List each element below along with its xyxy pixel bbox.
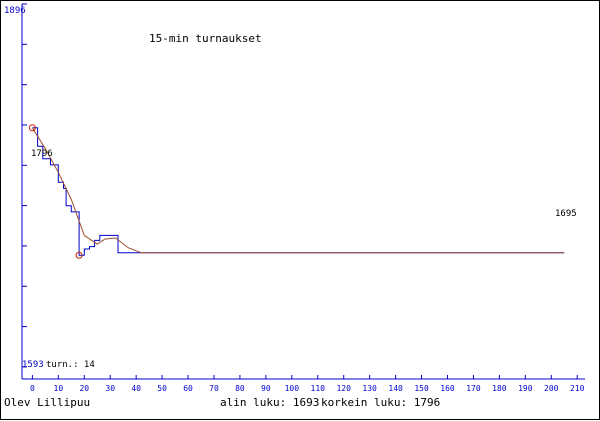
x-tick-label: 140 (388, 384, 403, 393)
x-tick-label: 50 (157, 384, 167, 393)
series-layer (31, 127, 565, 256)
x-tick-label: 120 (336, 384, 351, 393)
y-max-label: 1896 (4, 6, 26, 16)
x-tick-label: 0 (30, 384, 35, 393)
x-tick-label: 210 (570, 384, 585, 393)
end-value-label: 1695 (555, 209, 577, 219)
x-tick-label: 110 (311, 384, 326, 393)
player-name: Olev Lillipuu (4, 396, 90, 409)
x-tick-label: 160 (440, 384, 455, 393)
x-tick-label: 130 (362, 384, 377, 393)
x-tick-label: 20 (79, 384, 89, 393)
data-point-marker (28, 124, 36, 132)
x-tick-label: 80 (235, 384, 245, 393)
x-axis: 0 10 20 30 40 50 60 70 80 90 100 110 120 130 140 150 160… (22, 375, 585, 393)
x-tick-label: 30 (105, 384, 115, 393)
data-point-marker (75, 251, 83, 259)
x-tick-label: 150 (414, 384, 429, 393)
x-tick-label: 70 (209, 384, 219, 393)
x-tick-label: 100 (285, 384, 300, 393)
x-tick-label: 90 (261, 384, 271, 393)
max-rating-label: korkein luku: 1796 (321, 396, 440, 409)
turn-count-label: turn.: 14 (46, 360, 95, 370)
x-tick-label: 40 (131, 384, 141, 393)
min-rating-label: alin luku: 1693 (220, 396, 319, 409)
y-min-label: 1593 (22, 360, 44, 370)
average-series-line (31, 127, 565, 254)
x-tick-label: 180 (492, 384, 507, 393)
x-tick-label: 200 (544, 384, 559, 393)
x-tick-label: 190 (518, 384, 533, 393)
marker-layer (28, 124, 83, 259)
x-tick-label: 60 (183, 384, 193, 393)
x-tick-label: 10 (54, 384, 64, 393)
y-axis (21, 3, 27, 379)
start-value-label: 1796 (31, 149, 53, 159)
rating-series-line (32, 127, 565, 256)
chart-title: 15-min turnaukset (149, 32, 262, 45)
x-tick-label: 170 (466, 384, 481, 393)
